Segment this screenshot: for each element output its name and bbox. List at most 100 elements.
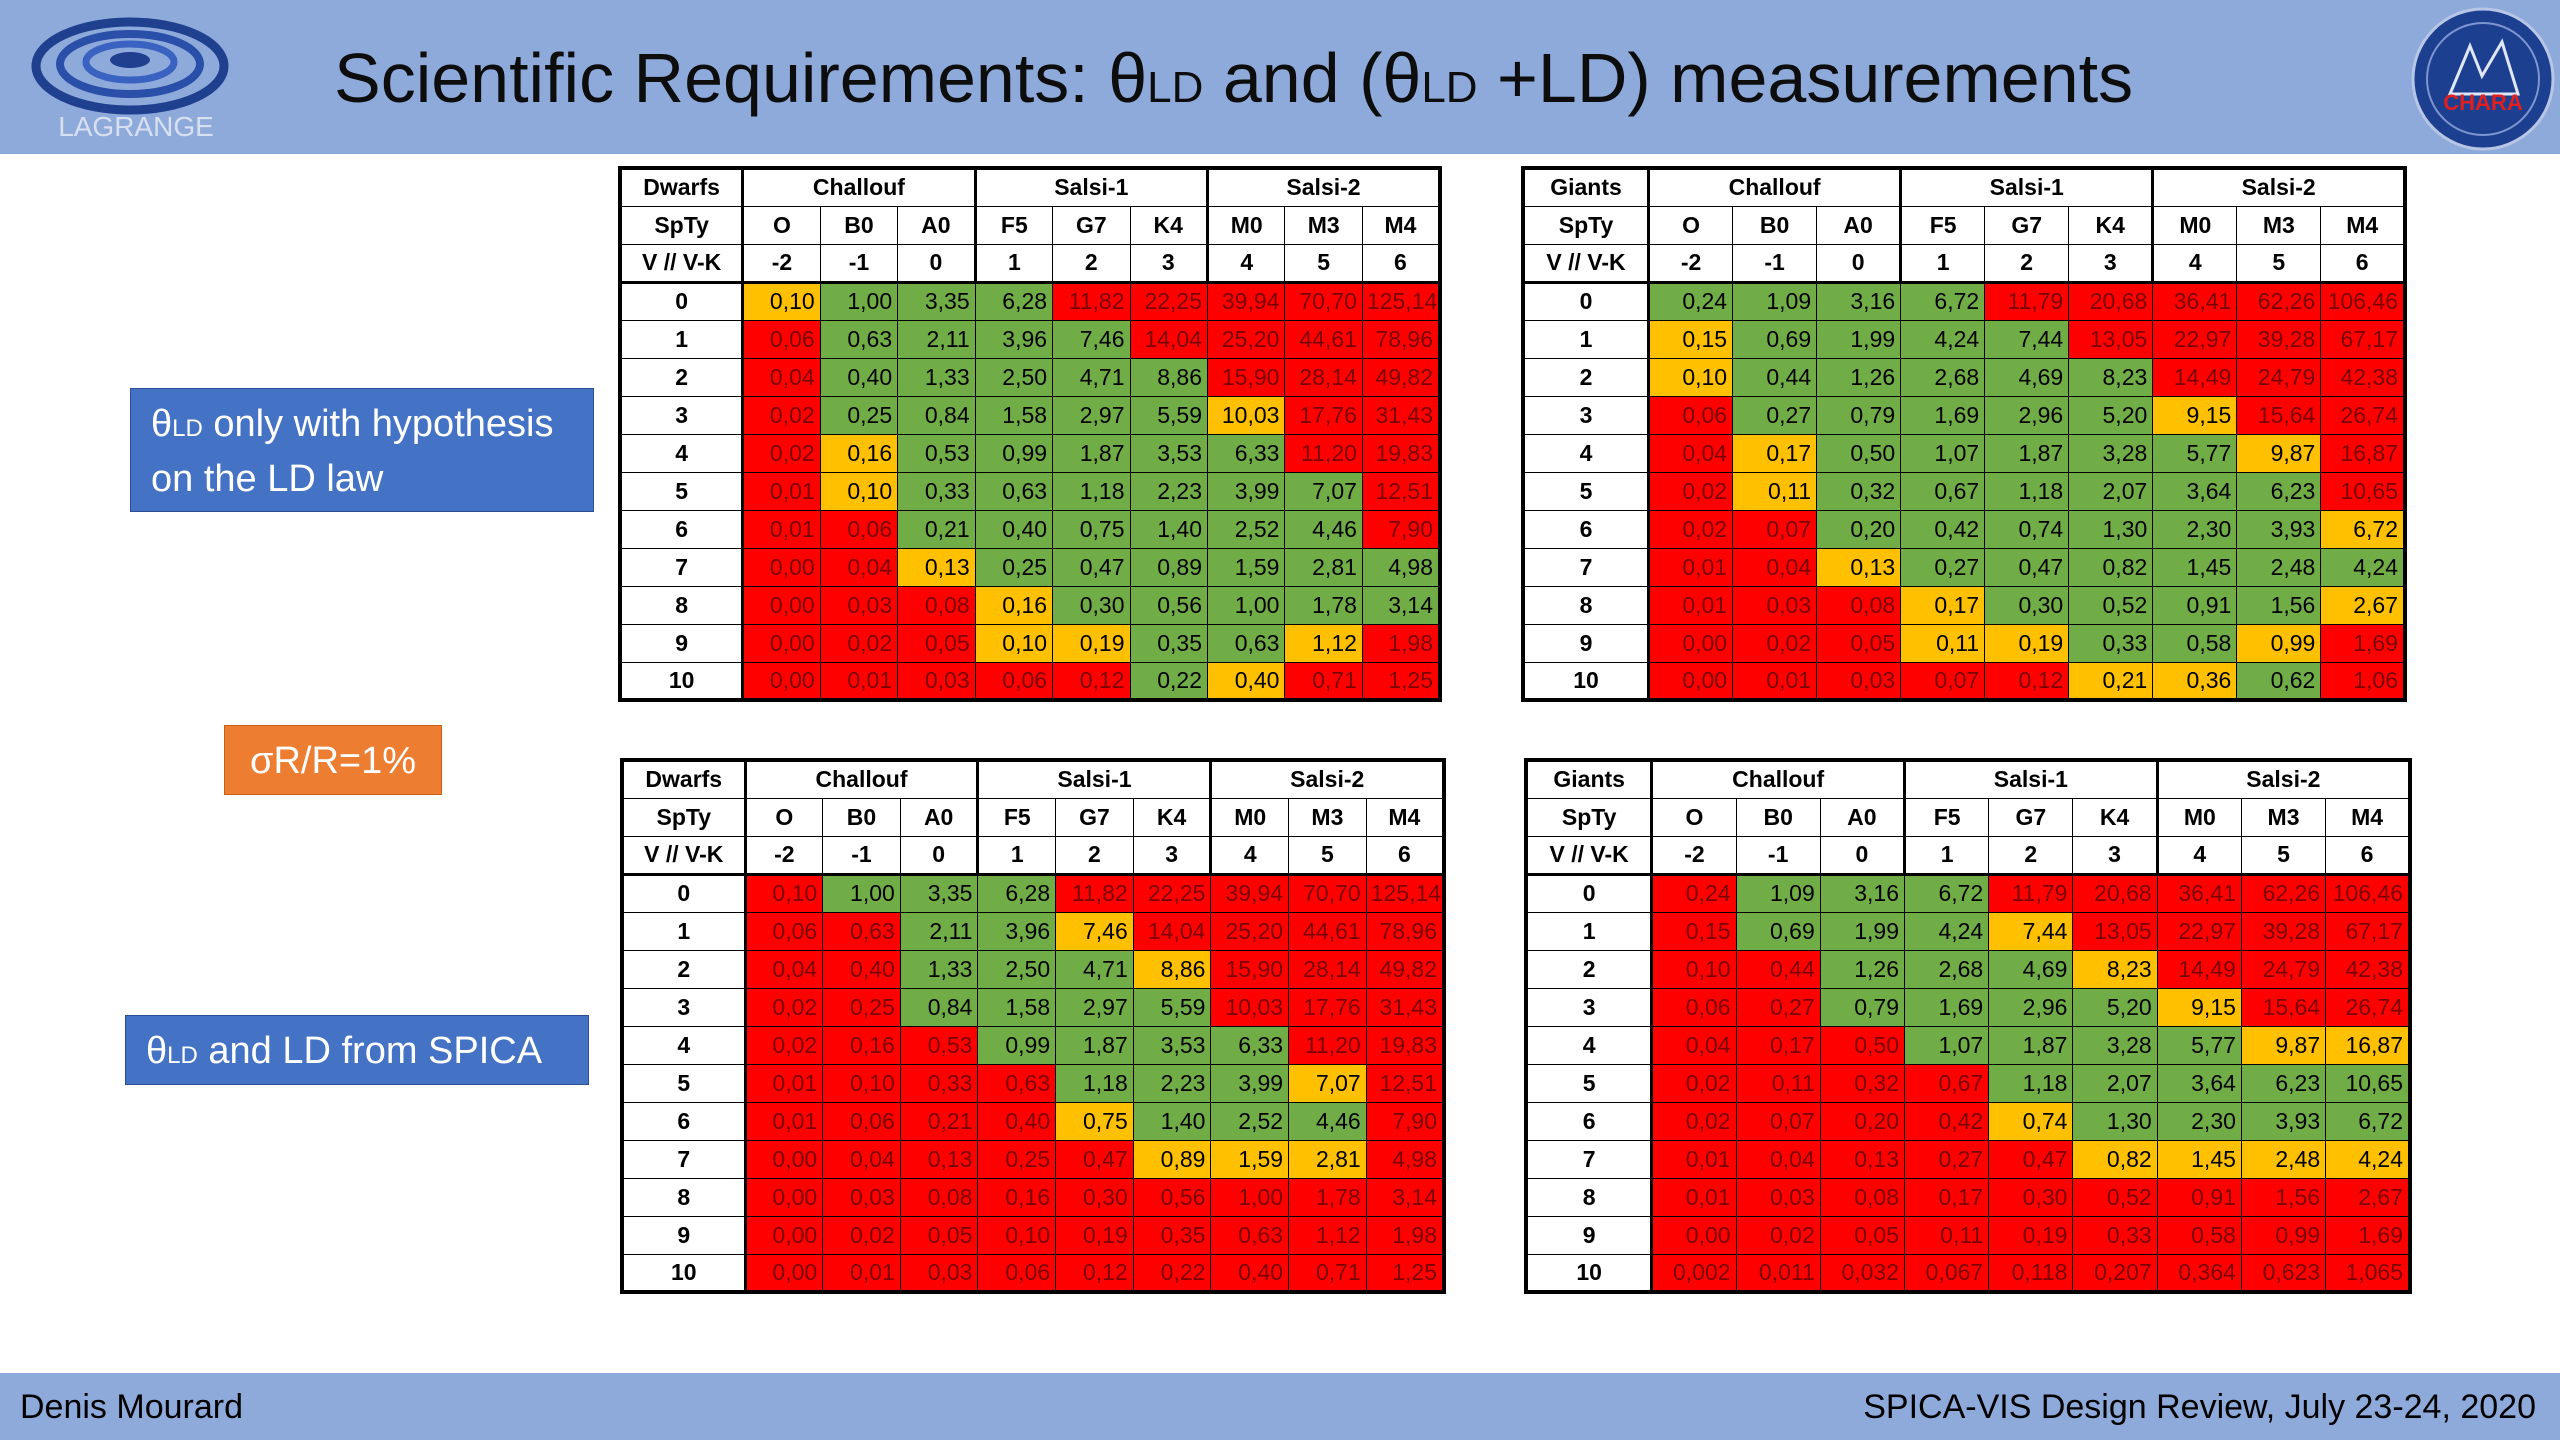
- value-cell: 6,33: [1210, 1025, 1290, 1065]
- table-header-row: V // V-K -2 -1 0 1 2 3 4 5 6: [1522, 243, 2406, 284]
- spectral-type-header: M3: [1284, 205, 1363, 245]
- color-index-header: -2: [744, 835, 824, 876]
- value-cell: 0,05: [899, 1215, 979, 1255]
- table-header-row: Giants Challouf Salsi-1 Salsi-2: [1525, 759, 2411, 799]
- magnitude-label: 5: [621, 1063, 747, 1103]
- value-cell: 0,84: [899, 987, 979, 1027]
- value-cell: 0,22: [1132, 1253, 1212, 1293]
- value-cell: 0,00: [742, 623, 821, 663]
- table-header-row: V // V-K -2 -1 0 1 2 3 4 5 6: [1525, 835, 2411, 876]
- value-cell: 3,53: [1129, 433, 1209, 473]
- table-dwarfs-theta-ld-spica: Dwarfs Challouf Salsi-1 Salsi-2 SpTy O B0 A0 F5 G…: [620, 758, 1446, 1294]
- value-cell: 0,16: [977, 1177, 1057, 1217]
- table-row: 5 0,02 0,11 0,32 0,67 1,18 2,07 3,64 6,23 10,65: [1525, 1063, 2411, 1103]
- value-cell: 10,03: [1206, 395, 1286, 435]
- color-index-header: 3: [1132, 835, 1213, 876]
- magnitude-label: 2: [1522, 357, 1651, 397]
- value-cell: 1,00: [1210, 1177, 1290, 1217]
- note-ld-from-spica: θLD and LD from SPICA: [125, 1015, 589, 1085]
- color-index-header: 1: [974, 243, 1054, 284]
- value-cell: 1,30: [2068, 509, 2154, 549]
- value-cell: 2,07: [2068, 471, 2154, 511]
- value-cell: 9,87: [2236, 433, 2322, 473]
- value-cell: 2,52: [1206, 509, 1286, 549]
- value-cell: 0,05: [1816, 623, 1902, 663]
- value-cell: 0,69: [1732, 319, 1818, 359]
- value-cell: 2,30: [2156, 1101, 2242, 1141]
- magnitude-label: 3: [1525, 987, 1654, 1027]
- color-index-header: 4: [2152, 243, 2238, 284]
- value-cell: 0,01: [1651, 1177, 1737, 1217]
- value-cell: 0,06: [744, 911, 824, 951]
- value-cell: 6,23: [2240, 1063, 2327, 1103]
- value-cell: 0,01: [742, 471, 821, 511]
- value-cell: 4,46: [1284, 509, 1363, 549]
- value-cell: 17,76: [1288, 987, 1367, 1027]
- value-cell: 4,24: [2325, 1139, 2411, 1179]
- value-cell: 0,47: [1984, 547, 2070, 587]
- value-cell: 0,04: [1732, 547, 1818, 587]
- value-cell: 1,78: [1284, 585, 1363, 625]
- value-cell: 0,99: [974, 433, 1054, 473]
- table-giants-theta-ld: Giants Challouf Salsi-1 Salsi-2 SpTy O B0 A0 F5 G…: [1521, 166, 2407, 702]
- value-cell: 0,33: [2068, 623, 2154, 663]
- value-cell: 5,77: [2152, 433, 2238, 473]
- magnitude-label: 10: [1525, 1253, 1654, 1293]
- value-cell: 6,23: [2236, 471, 2322, 511]
- table-row: 1 0,06 0,63 2,11 3,96 7,46 14,04 25,20 44,61 78,9…: [619, 319, 1441, 359]
- value-cell: 0,10: [1651, 949, 1737, 989]
- value-cell: 9,15: [2156, 987, 2242, 1027]
- svg-text:LAGRANGE: LAGRANGE: [58, 111, 214, 142]
- table-row: 10 0,00 0,01 0,03 0,06 0,12 0,22 0,40 0,71 1,25: [619, 661, 1441, 701]
- value-cell: 0,19: [1055, 1215, 1134, 1255]
- table-row: 8 0,00 0,03 0,08 0,16 0,30 0,56 1,00 1,78 3,14: [621, 1177, 1445, 1217]
- value-cell: 44,61: [1284, 319, 1363, 359]
- spectral-type-header: M3: [2240, 797, 2327, 837]
- value-cell: 0,05: [897, 623, 976, 663]
- value-cell: 0,16: [974, 585, 1054, 625]
- table-row: 6 0,01 0,06 0,21 0,40 0,75 1,40 2,52 4,46 7,90: [619, 509, 1441, 549]
- footer-event: SPICA-VIS Design Review, July 23-24, 202…: [1863, 1388, 2536, 1426]
- table-header-row: Giants Challouf Salsi-1 Salsi-2: [1522, 167, 2406, 207]
- value-cell: 1,09: [1732, 281, 1818, 321]
- table-row: 10 0,00 0,01 0,03 0,06 0,12 0,22 0,40 0,71 1,25: [621, 1253, 1445, 1293]
- magnitude-label: 5: [1522, 471, 1651, 511]
- value-cell: 0,11: [1732, 471, 1818, 511]
- value-cell: 2,50: [974, 357, 1054, 397]
- value-cell: 0,08: [1819, 1177, 1906, 1217]
- value-cell: 7,46: [1052, 319, 1131, 359]
- value-cell: 0,10: [819, 471, 899, 511]
- color-index-header: 1: [1900, 243, 1986, 284]
- value-cell: 3,96: [977, 911, 1057, 951]
- value-cell: 0,12: [1055, 1253, 1134, 1293]
- note-ld-hypothesis: θLD only with hypothesis on the LD law: [130, 388, 594, 512]
- value-cell: 1,18: [1055, 1063, 1134, 1103]
- value-cell: 0,91: [2156, 1177, 2242, 1217]
- magnitude-label: 6: [619, 509, 745, 549]
- value-cell: 1,87: [1988, 1025, 2074, 1065]
- value-cell: 19,83: [1365, 1025, 1445, 1065]
- value-cell: 6,72: [2320, 509, 2406, 549]
- color-index-header: -1: [822, 835, 901, 876]
- value-cell: 25,20: [1210, 911, 1290, 951]
- value-cell: 25,20: [1206, 319, 1286, 359]
- value-cell: 0,21: [897, 509, 976, 549]
- value-cell: 6,72: [2325, 1101, 2411, 1141]
- magnitude-label: 10: [621, 1253, 747, 1293]
- table-row: 3 0,02 0,25 0,84 1,58 2,97 5,59 10,03 17,76 31,43: [621, 987, 1445, 1027]
- value-cell: 1,58: [977, 987, 1057, 1027]
- svg-text:CHARA: CHARA: [2443, 90, 2523, 115]
- table-row: 2 0,04 0,40 1,33 2,50 4,71 8,86 15,90 28,14 49,82: [621, 949, 1445, 989]
- color-index-header: -2: [1648, 243, 1734, 284]
- group-header: Salsi-2: [2152, 167, 2406, 207]
- value-cell: 5,59: [1132, 987, 1212, 1027]
- magnitude-label: 0: [621, 873, 747, 913]
- value-cell: 42,38: [2320, 357, 2406, 397]
- color-index-header: -2: [742, 243, 821, 284]
- value-cell: 0,03: [1732, 585, 1818, 625]
- row-label-header: V // V-K: [1525, 835, 1654, 876]
- value-cell: 16,87: [2325, 1025, 2411, 1065]
- magnitude-label: 5: [619, 471, 745, 511]
- value-cell: 11,79: [1984, 281, 2070, 321]
- value-cell: 0,01: [744, 1063, 824, 1103]
